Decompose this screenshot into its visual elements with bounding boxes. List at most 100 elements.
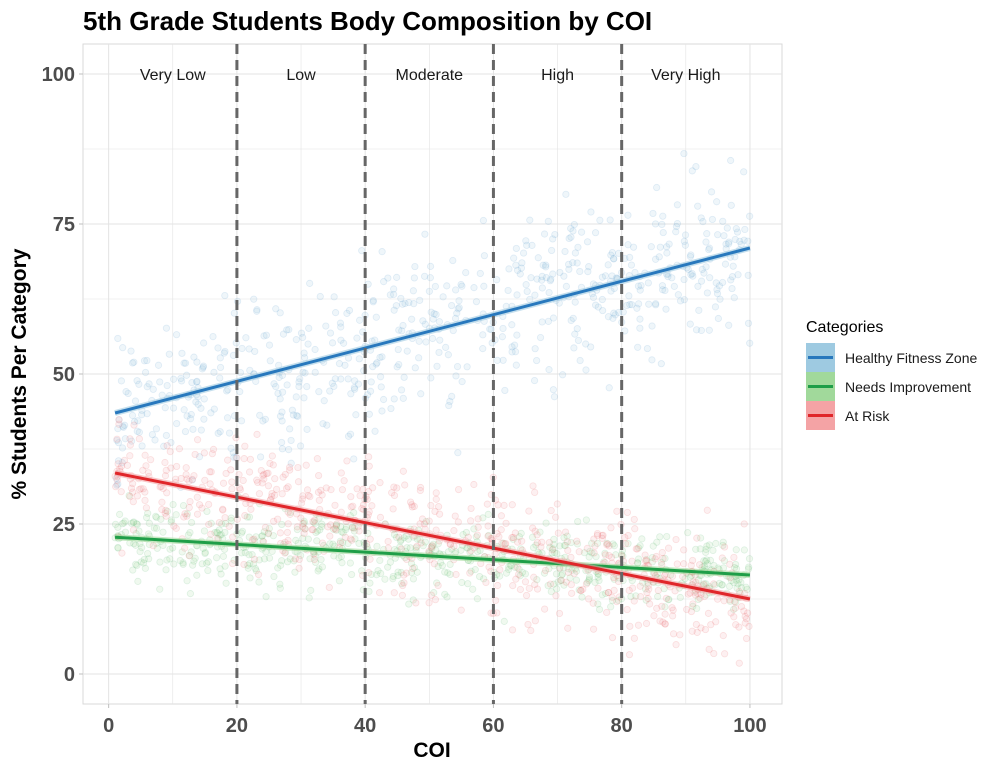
scatter-point <box>143 383 151 391</box>
scatter-point <box>187 410 195 419</box>
scatter-point <box>350 384 358 392</box>
scatter-point <box>554 529 562 537</box>
scatter-point <box>580 549 589 557</box>
scatter-point <box>284 536 292 545</box>
scatter-point <box>672 222 681 231</box>
scatter-point <box>432 495 440 503</box>
scatter-point <box>397 568 405 577</box>
scatter-point <box>583 238 592 246</box>
x-axis-title: COI <box>413 739 450 762</box>
scatter-point <box>681 575 689 583</box>
scatter-point <box>115 420 123 428</box>
scatter-point <box>501 540 509 548</box>
scatter-point <box>311 368 319 377</box>
scatter-point <box>598 531 606 540</box>
scatter-point <box>127 484 136 492</box>
scatter-point <box>429 334 437 343</box>
scatter-point <box>269 461 277 469</box>
scatter-point <box>295 378 303 386</box>
scatter-point <box>692 163 700 171</box>
scatter-point <box>608 593 616 601</box>
scatter-point <box>687 607 696 616</box>
scatter-point <box>547 588 555 596</box>
scatter-point <box>133 377 141 385</box>
scatter-point <box>130 418 139 426</box>
scatter-point <box>180 359 188 367</box>
scatter-point <box>259 417 267 425</box>
scatter-point <box>221 514 229 522</box>
scatter-point <box>410 300 418 308</box>
scatter-point <box>405 600 413 608</box>
scatter-point <box>304 535 312 543</box>
scatter-point <box>163 381 171 390</box>
scatter-point <box>740 520 748 528</box>
scatter-point <box>389 572 397 581</box>
scatter-point <box>694 595 702 604</box>
scatter-point <box>721 260 730 268</box>
scatter-point <box>389 575 397 583</box>
scatter-point <box>590 535 598 543</box>
scatter-point <box>318 563 327 571</box>
scatter-point <box>413 535 422 543</box>
scatter-point <box>224 386 232 394</box>
scatter-point <box>533 539 541 547</box>
trend-line <box>114 535 751 577</box>
scatter-point <box>325 583 333 592</box>
scatter-point <box>394 568 402 576</box>
scatter-point <box>634 555 643 563</box>
scatter-point <box>275 373 283 381</box>
scatter-point <box>338 559 346 567</box>
scatter-point <box>264 529 273 537</box>
scatter-point <box>352 411 360 419</box>
scatter-point <box>694 576 703 584</box>
scatter-point <box>552 592 560 600</box>
scatter-point <box>742 615 751 623</box>
scatter-point <box>276 580 284 588</box>
scatter-point <box>721 650 729 658</box>
scatter-point <box>689 602 697 610</box>
scatter-point <box>143 356 151 365</box>
scatter-point <box>455 304 463 312</box>
scatter-point <box>200 415 208 423</box>
scatter-point <box>656 617 664 625</box>
scatter-point <box>422 517 430 526</box>
scatter-point <box>120 456 129 464</box>
scatter-point <box>517 529 525 537</box>
scatter-point <box>255 578 263 586</box>
scatter-point <box>702 548 710 556</box>
scatter-point <box>216 374 224 382</box>
scatter-point <box>633 545 641 553</box>
scatter-point <box>681 231 690 239</box>
scatter-point <box>480 282 488 290</box>
scatter-point <box>606 216 614 224</box>
scatter-point <box>585 553 593 561</box>
scatter-point <box>250 535 258 543</box>
scatter-point <box>566 574 574 582</box>
scatter-point <box>384 563 392 571</box>
scatter-point <box>118 549 126 557</box>
scatter-point <box>484 532 492 540</box>
scatter-point <box>634 282 643 290</box>
scatter-point <box>403 544 411 552</box>
scatter-point <box>627 261 636 269</box>
scatter-point <box>508 348 516 356</box>
scatter-point <box>222 469 230 478</box>
scatter-point <box>114 334 122 343</box>
scatter-point <box>186 590 194 598</box>
scatter-point <box>701 557 710 565</box>
scatter-point <box>697 214 705 222</box>
scatter-point <box>117 377 126 385</box>
scatter-point <box>426 274 434 282</box>
scatter-point <box>518 568 527 577</box>
scatter-point <box>282 484 291 493</box>
scatter-point <box>651 255 660 263</box>
scatter-point <box>653 604 661 612</box>
scatter-point <box>170 560 178 568</box>
scatter-point <box>548 549 556 557</box>
scatter-point <box>522 237 530 245</box>
scatter-point <box>657 558 666 567</box>
scatter-point <box>350 509 358 517</box>
scatter-point <box>710 580 718 588</box>
scatter-point <box>467 504 475 513</box>
scatter-point <box>154 361 163 369</box>
